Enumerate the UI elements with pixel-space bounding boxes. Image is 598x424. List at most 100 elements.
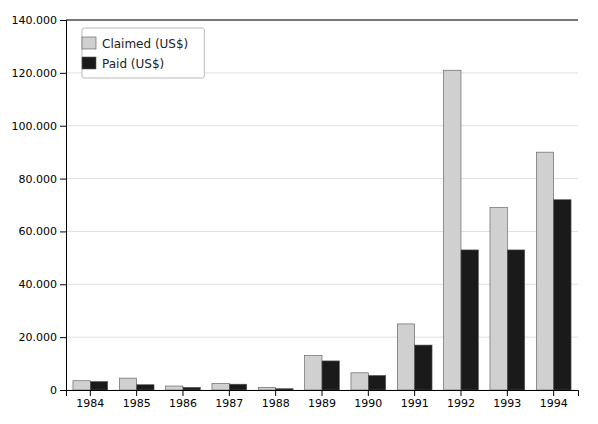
legend-item: Claimed (US$): [82, 37, 188, 51]
y-axis-line: [60, 21, 67, 391]
y-tick-mark: [60, 390, 66, 391]
bar: [397, 324, 414, 390]
y-tick: 80.000: [19, 173, 67, 186]
bar: [507, 250, 524, 390]
legend: Claimed (US$) Paid (US$): [82, 28, 204, 78]
bar: [137, 385, 154, 390]
x-tick-label: 1993: [493, 397, 521, 410]
y-tick-label: 140.000: [12, 14, 58, 27]
y-tick-label: 120.000: [12, 67, 58, 80]
y-tick-mark: [60, 231, 66, 232]
bar: [444, 70, 461, 390]
bar-series: [90, 200, 571, 390]
y-tick: 20.000: [19, 331, 67, 344]
grid: [66, 20, 578, 390]
bar: [73, 381, 90, 390]
x-tick-mark: [322, 390, 323, 396]
x-tick: 1988: [262, 390, 290, 410]
x-tick-mark: [182, 390, 183, 396]
y-tick: 100.000: [12, 120, 67, 133]
x-tick: 1987: [215, 390, 243, 410]
bar: [415, 345, 432, 390]
x-tick-mark: [368, 390, 369, 396]
x-tick-mark: [90, 390, 91, 396]
bar: [212, 383, 229, 390]
y-tick-label: 60.000: [19, 225, 58, 238]
y-tick: 60.000: [19, 225, 67, 238]
y-tick-mark: [60, 337, 66, 338]
x-tick-mark: [414, 390, 415, 396]
x-tick: 1990: [354, 390, 382, 410]
x-axis: 1984 1985 1986 1987 1988 1989 1990 1991 1992 1993…: [67, 390, 579, 410]
y-tick-label: 0: [50, 384, 57, 397]
x-tick-label: 1991: [401, 397, 429, 410]
bar: [276, 389, 293, 390]
plot: 0 20.000 40.000 60.000 80.000 100.000 120.000 1…: [12, 14, 579, 410]
bar: [229, 384, 246, 390]
bars: [73, 70, 571, 390]
x-tick: 1986: [169, 390, 197, 410]
x-tick-mark: [275, 390, 276, 396]
x-tick-label: 1994: [540, 397, 568, 410]
y-tick-label: 20.000: [19, 331, 58, 344]
y-tick: 0: [50, 384, 66, 397]
bar: [461, 250, 478, 390]
x-tick: 1993: [493, 390, 521, 410]
bar: [119, 378, 136, 390]
y-tick-mark: [60, 179, 66, 180]
bar: [90, 382, 107, 390]
x-tick: 1985: [123, 390, 151, 410]
y-tick-mark: [60, 73, 66, 74]
x-tick-mark: [507, 390, 508, 396]
x-axis-line: [67, 391, 579, 397]
x-tick-label: 1989: [308, 397, 336, 410]
x-tick-label: 1984: [76, 397, 104, 410]
legend-item: Paid (US$): [82, 57, 164, 71]
legend-label: Claimed (US$): [102, 37, 188, 51]
y-axis: 0 20.000 40.000 60.000 80.000 100.000 120.000 1…: [12, 14, 67, 397]
x-tick: 1994: [540, 390, 568, 410]
bar: [258, 387, 275, 390]
x-tick-mark: [229, 390, 230, 396]
x-tick: 1984: [76, 390, 104, 410]
x-tick-label: 1988: [262, 397, 290, 410]
legend-box: [82, 28, 204, 78]
y-tick: 140.000: [12, 14, 67, 27]
grid-line: [66, 178, 578, 179]
x-tick-mark: [553, 390, 554, 396]
x-tick: 1989: [308, 390, 336, 410]
x-tick-label: 1992: [447, 397, 475, 410]
y-tick-label: 40.000: [19, 278, 58, 291]
bar: [183, 387, 200, 390]
legend-swatch: [82, 57, 96, 69]
bar: [166, 386, 183, 390]
bar: [536, 152, 553, 390]
frame-line: [66, 20, 578, 21]
y-tick-mark: [60, 20, 66, 21]
x-tick-label: 1986: [169, 397, 197, 410]
x-tick-label: 1987: [215, 397, 243, 410]
x-tick: 1992: [447, 390, 475, 410]
x-tick-label: 1990: [354, 397, 382, 410]
bar: [305, 356, 322, 390]
y-tick: 120.000: [12, 67, 67, 80]
bar: [322, 361, 339, 390]
bar-series: [73, 70, 554, 390]
grid-line: [66, 125, 578, 126]
legend-label: Paid (US$): [102, 57, 164, 71]
bar: [554, 200, 571, 390]
grid-line: [66, 20, 578, 21]
y-tick-mark: [60, 126, 66, 127]
chart: 0 20.000 40.000 60.000 80.000 100.000 120.000 1…: [0, 0, 598, 424]
x-tick-mark: [461, 390, 462, 396]
x-tick-mark: [136, 390, 137, 396]
y-tick: 40.000: [19, 278, 67, 291]
y-tick-label: 80.000: [19, 173, 58, 186]
legend-swatch: [82, 37, 96, 49]
y-tick-label: 100.000: [12, 120, 58, 133]
y-tick-mark: [60, 284, 66, 285]
bar: [351, 373, 368, 390]
bar: [490, 208, 507, 390]
bar: [368, 375, 385, 390]
x-tick: 1991: [401, 390, 429, 410]
